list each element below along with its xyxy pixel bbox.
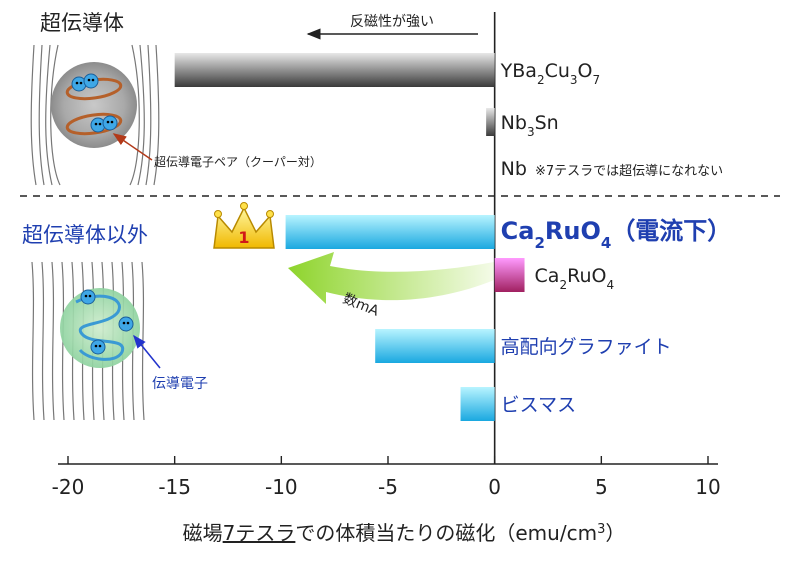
x-tick-label: 10 [695, 475, 720, 499]
current-arrow: 数mA [288, 252, 494, 320]
plot-area: -20 -15 -10 -5 0 5 10 YBa2Cu3O7 Nb3Sn Nb ※7テスラでは超伝… [52, 12, 732, 499]
x-tick-label: 0 [488, 475, 501, 499]
bar-label-2: Nb ※7テスラでは超伝導になれない [501, 158, 723, 180]
diamagnetism-arrow-label: 反磁性が強い [350, 14, 434, 30]
x-tick-label: 5 [595, 475, 608, 499]
x-tick-label: -10 [265, 475, 298, 499]
bar-3 [285, 215, 495, 249]
x-tick-label: -5 [378, 475, 398, 499]
superconductor-group-title: 超伝導体 [40, 11, 124, 35]
cooper-pair-label: 超伝導電子ペア（クーパー対） [154, 154, 322, 169]
bar-0 [174, 53, 495, 87]
bar-label-4: Ca2RuO4 [535, 265, 615, 292]
cooper-pair-pointer [112, 133, 153, 161]
crown-icon: 1 [213, 202, 275, 249]
cooper-pair-electrons [71, 73, 118, 133]
conduction-electron-pointer [133, 334, 161, 369]
bar-label-1: Nb3Sn [501, 112, 559, 139]
x-axis-title: 磁場7テスラでの体積当たりの磁化（emu/cm3） [183, 521, 626, 545]
crown-rank-number: 1 [238, 228, 249, 247]
bar-label-5: 高配向グラファイト [501, 336, 672, 358]
bar-6 [460, 387, 495, 421]
x-tick-label: -20 [52, 475, 85, 499]
bar-1 [486, 108, 495, 136]
superconductor-field-lines [30, 44, 160, 186]
normal-field-lines [31, 261, 145, 421]
illustration-layer [30, 44, 161, 421]
bar-label-6: ビスマス [501, 394, 576, 416]
conduction-electron-orbit [75, 294, 125, 361]
non-superconductor-group-title: 超伝導体以外 [22, 223, 148, 247]
bar-label-3: Ca2RuO4（電流下） [501, 217, 732, 252]
x-tick-label: -15 [158, 475, 191, 499]
bar-label-0: YBa2Cu3O7 [500, 60, 600, 87]
conduction-electron-label: 伝導電子 [152, 376, 208, 392]
bar-5 [375, 329, 495, 363]
bar-4 [494, 258, 525, 292]
conduction-electrons [80, 289, 134, 355]
